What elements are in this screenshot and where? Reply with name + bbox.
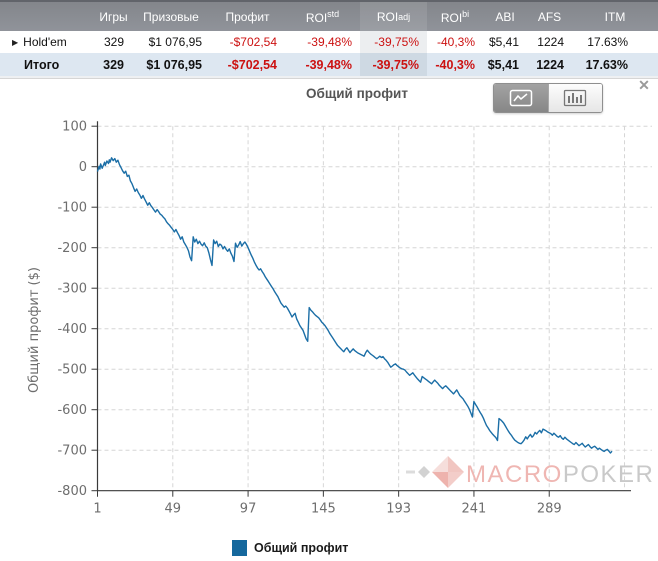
games-value: 329: [103, 57, 124, 72]
x-tick-label: 145: [311, 502, 336, 517]
close-icon[interactable]: ✕: [638, 77, 650, 93]
games-value: 329: [103, 35, 124, 49]
table-row-holdem[interactable]: ▶ Hold'em 329 $1 076,95 -$702,54 -39,48% …: [0, 31, 658, 53]
watermark-text: MACROPOKER: [466, 461, 654, 488]
abi-value: $5,41: [488, 35, 519, 49]
table-row-total[interactable]: Итого 329 $1 076,95 -$702,54 -39,48% -39…: [0, 53, 658, 76]
watermark-diamond-logo: [432, 472, 448, 488]
stats-table: Игры Призовые Профит ROIstd ROI adj ROIbi…: [0, 0, 658, 79]
table-header-row: Игры Призовые Профит ROIstd ROI adj ROIbi…: [0, 0, 658, 31]
header-prizes[interactable]: Призовые: [143, 9, 199, 24]
header-games[interactable]: Игры: [99, 9, 128, 24]
abi-value: $5,41: [487, 57, 519, 72]
roi-std-value: -39,48%: [307, 35, 352, 49]
expand-arrow-icon[interactable]: ▶: [12, 37, 19, 47]
row-name-cell[interactable]: ▶ Hold'em: [0, 35, 95, 49]
y-tick-label: -700: [57, 444, 87, 459]
legend-swatch: [232, 540, 247, 556]
x-tick-label: 289: [537, 502, 562, 517]
roi-adj-sup: adj: [398, 11, 411, 22]
header-roi-bi[interactable]: ROIbi: [427, 9, 483, 25]
chart-title: Общий профит: [306, 86, 408, 101]
watermark-diamond-logo: [448, 472, 464, 488]
watermark-diamond-logo: [418, 466, 430, 478]
header-roi-adj[interactable]: ROI adj: [360, 2, 427, 31]
y-tick-label: -300: [57, 282, 87, 297]
row-name-cell: Итого: [0, 58, 95, 72]
watermark-diamond-logo: [432, 456, 448, 472]
roi-bi-value: -40,3%: [436, 35, 475, 49]
x-tick-label: 97: [240, 502, 257, 517]
roi-std-base: ROI: [305, 10, 328, 25]
roi-adj-value: -39,75%: [360, 31, 427, 53]
y-tick-label: -400: [57, 322, 87, 337]
roi-bi-base: ROI: [440, 10, 463, 25]
total-label: Итого: [24, 57, 60, 72]
game-type-label: Hold'em: [23, 35, 67, 49]
roi-adj-value: -39,75%: [360, 53, 427, 76]
itm-value: 17.63%: [587, 35, 628, 49]
bar-chart-icon: [564, 89, 587, 107]
profit-value: -$702,54: [229, 35, 277, 49]
line-chart-toggle-button[interactable]: [494, 84, 548, 112]
y-tick-label: -200: [57, 241, 87, 256]
y-axis-label: Общий профит ($): [27, 267, 42, 393]
afs-value: 1224: [536, 57, 564, 72]
roi-std-value: -39,48%: [305, 57, 352, 72]
roi-bi-sup: bi: [462, 8, 470, 19]
profit-value: -$702,54: [227, 57, 277, 72]
x-tick-label: 49: [165, 502, 182, 517]
x-tick-label: 1: [93, 502, 101, 517]
header-profit[interactable]: Профит: [225, 9, 270, 24]
itm-value: 17.63%: [585, 57, 628, 72]
y-tick-label: -100: [57, 201, 87, 216]
y-tick-label: 100: [62, 120, 87, 135]
x-tick-label: 193: [386, 502, 411, 517]
header-roi-std[interactable]: ROIstd: [285, 9, 360, 25]
prizes-value: $1 076,95: [146, 57, 202, 72]
y-tick-label: 0: [79, 160, 87, 175]
y-tick-label: -500: [57, 363, 87, 378]
chart-legend: Общий профит: [232, 540, 348, 556]
x-tick-label: 241: [462, 502, 487, 517]
bar-chart-toggle-button[interactable]: [547, 84, 602, 112]
profit-series-line: [96, 157, 613, 454]
roi-adj-base: ROI: [376, 9, 399, 24]
roi-bi-value: -40,3%: [435, 57, 475, 72]
y-tick-label: -600: [57, 403, 87, 418]
y-tick-label: -800: [57, 484, 87, 499]
header-itm[interactable]: ITM: [604, 9, 626, 24]
chart-type-toggle: [493, 83, 603, 113]
afs-value: 1224: [537, 35, 564, 49]
header-abi[interactable]: ABI: [495, 9, 515, 24]
legend-label: Общий профит: [254, 541, 349, 555]
prizes-value: $1 076,95: [148, 35, 202, 49]
header-afs[interactable]: AFS: [537, 9, 562, 24]
watermark-diamond-logo: [406, 470, 415, 474]
table-footer-divider: [0, 76, 658, 79]
roi-std-sup: std: [327, 8, 340, 19]
line-chart-icon: [509, 89, 532, 107]
watermark-diamond-logo: [448, 456, 464, 472]
